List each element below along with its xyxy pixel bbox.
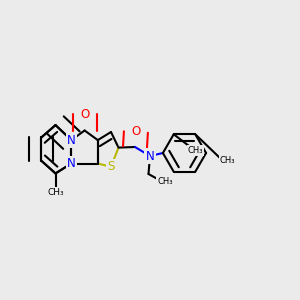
Text: O: O [131, 125, 140, 139]
Text: N: N [67, 134, 76, 147]
Text: N: N [67, 157, 76, 170]
Text: S: S [107, 160, 115, 173]
Text: N: N [146, 149, 154, 163]
Text: O: O [80, 107, 89, 121]
Text: CH₃: CH₃ [157, 177, 173, 186]
Text: CH₃: CH₃ [47, 188, 64, 197]
Text: CH₃: CH₃ [219, 156, 235, 165]
Text: CH₃: CH₃ [188, 146, 203, 155]
